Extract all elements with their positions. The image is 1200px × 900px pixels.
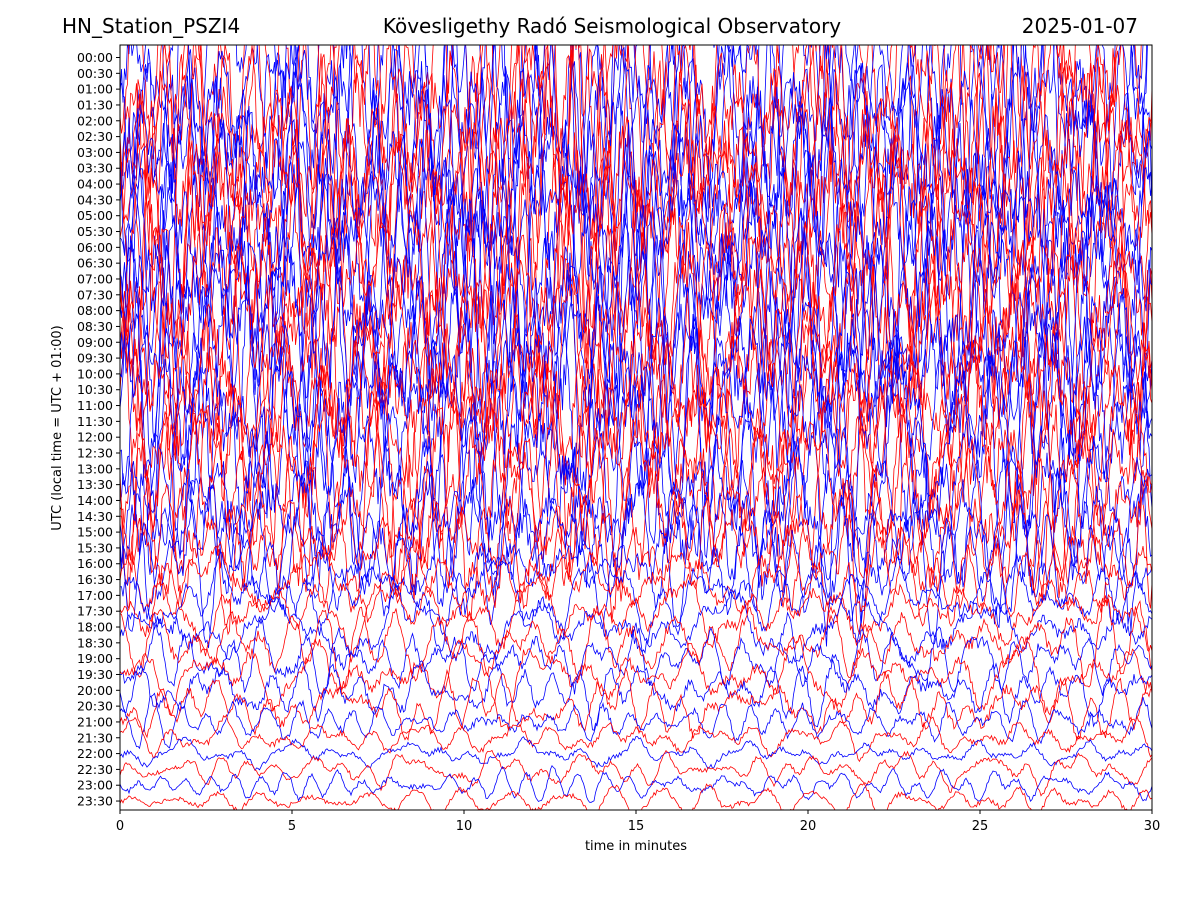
x-tick-label: 10 <box>456 819 473 834</box>
y-tick-label: 20:00 <box>77 683 113 698</box>
y-tick-label: 16:30 <box>77 572 113 587</box>
x-tick-label: 25 <box>972 819 989 834</box>
y-tick-label: 03:00 <box>77 145 113 160</box>
y-tick-label: 02:30 <box>77 129 113 144</box>
y-tick-label: 00:00 <box>77 50 113 65</box>
trace-group <box>120 0 1152 817</box>
y-tick-label: 06:30 <box>77 256 113 271</box>
y-tick-label: 23:30 <box>77 794 113 809</box>
y-tick-label: 02:00 <box>77 113 113 128</box>
y-tick-label: 22:00 <box>77 746 113 761</box>
y-tick-label: 04:30 <box>77 192 113 207</box>
y-tick-label: 09:30 <box>77 351 113 366</box>
y-tick-label: 00:30 <box>77 66 113 81</box>
y-tick-label: 17:30 <box>77 604 113 619</box>
y-tick-label: 18:00 <box>77 620 113 635</box>
y-tick-label: 12:30 <box>77 446 113 461</box>
y-tick-label: 13:00 <box>77 461 113 476</box>
y-tick-label: 11:30 <box>77 414 113 429</box>
y-tick-label: 06:00 <box>77 240 113 255</box>
x-axis-label: time in minutes <box>585 839 687 854</box>
y-tick-label: 05:00 <box>77 208 113 223</box>
y-tick-label: 19:00 <box>77 651 113 666</box>
y-tick-label: 03:30 <box>77 161 113 176</box>
x-tick-label: 5 <box>288 819 296 834</box>
y-tick-label: 01:00 <box>77 82 113 97</box>
y-tick-label: 21:30 <box>77 730 113 745</box>
y-tick-label: 10:30 <box>77 382 113 397</box>
y-tick-label: 14:30 <box>77 509 113 524</box>
y-tick-label: 23:00 <box>77 778 113 793</box>
y-tick-label: 13:30 <box>77 477 113 492</box>
y-tick-label: 05:30 <box>77 224 113 239</box>
y-axis: 00:0000:3001:0001:3002:0002:3003:0003:30… <box>77 50 120 809</box>
y-tick-label: 14:00 <box>77 493 113 508</box>
y-tick-label: 01:30 <box>77 97 113 112</box>
y-axis-label: UTC (local time = UTC + 01:00) <box>50 325 65 530</box>
y-tick-label: 08:00 <box>77 303 113 318</box>
y-tick-label: 21:00 <box>77 714 113 729</box>
y-tick-label: 16:00 <box>77 556 113 571</box>
y-tick-label: 22:30 <box>77 762 113 777</box>
x-tick-label: 15 <box>628 819 645 834</box>
y-tick-label: 15:30 <box>77 540 113 555</box>
x-tick-label: 30 <box>1144 819 1161 834</box>
trace-1930 <box>120 635 1152 730</box>
x-tick-label: 20 <box>800 819 817 834</box>
y-tick-label: 18:30 <box>77 635 113 650</box>
trace-2300 <box>120 766 1152 803</box>
y-tick-label: 07:30 <box>77 287 113 302</box>
y-tick-label: 12:00 <box>77 430 113 445</box>
trace-1730 <box>120 563 1152 662</box>
y-tick-label: 08:30 <box>77 319 113 334</box>
x-axis: 0 5 10 15 20 25 30 <box>116 810 1160 834</box>
y-tick-label: 15:00 <box>77 525 113 540</box>
y-tick-label: 11:00 <box>77 398 113 413</box>
trace-1900 <box>120 613 1152 697</box>
y-tick-label: 04:00 <box>77 177 113 192</box>
y-tick-label: 10:00 <box>77 366 113 381</box>
y-tick-label: 07:00 <box>77 271 113 286</box>
y-tick-label: 17:00 <box>77 588 113 603</box>
y-tick-label: 19:30 <box>77 667 113 682</box>
y-tick-label: 09:00 <box>77 335 113 350</box>
x-tick-label: 0 <box>116 819 124 834</box>
y-tick-label: 20:30 <box>77 699 113 714</box>
